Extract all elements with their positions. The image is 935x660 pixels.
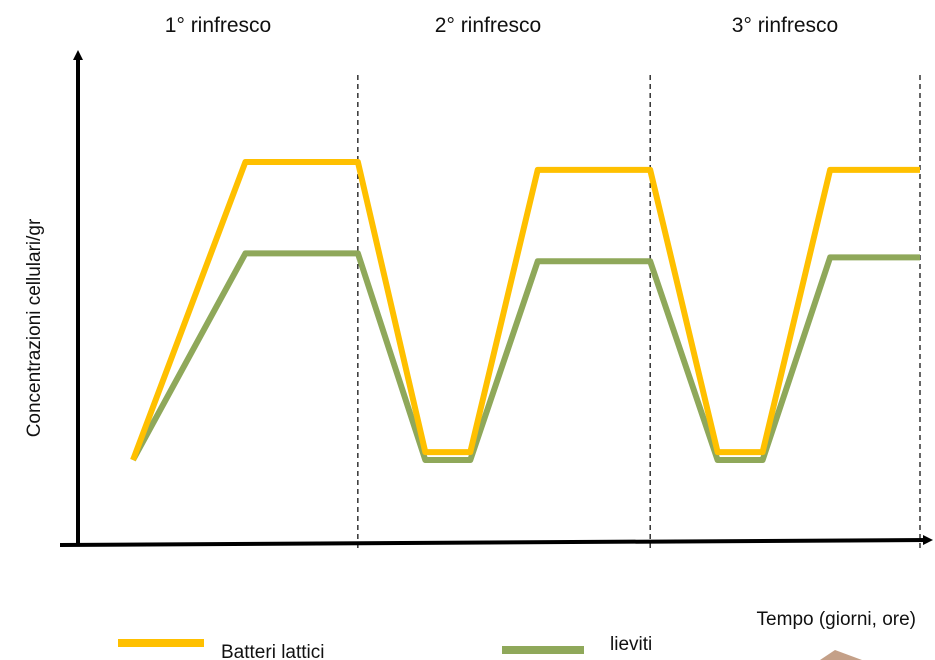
legend: Batteri lattici lieviti <box>118 634 652 660</box>
series-lines <box>130 159 920 463</box>
phase-label-3: 3° rinfresco <box>732 14 838 37</box>
phase-label-2: 2° rinfresco <box>435 14 541 37</box>
phase-labels: 1° rinfresco 2° rinfresco 3° rinfresco <box>165 14 838 37</box>
legend-swatch-lieviti <box>502 646 584 654</box>
x-axis-label: Tempo (giorni, ore) <box>757 609 916 630</box>
phase-label-1: 1° rinfresco <box>165 14 271 37</box>
legend-label-batteri-lattici: Batteri lattici <box>221 642 324 660</box>
series-line-batteri-lattici <box>130 159 920 462</box>
x-axis <box>59 535 933 547</box>
decorative-corner-shape <box>820 650 862 660</box>
legend-swatch-batteri-lattici <box>118 639 204 647</box>
phase-boundaries <box>357 75 921 548</box>
legend-label-lieviti: lieviti <box>610 634 652 655</box>
series-line-lieviti <box>130 250 920 463</box>
y-axis-label: Concentrazioni cellulari/gr <box>24 218 45 437</box>
